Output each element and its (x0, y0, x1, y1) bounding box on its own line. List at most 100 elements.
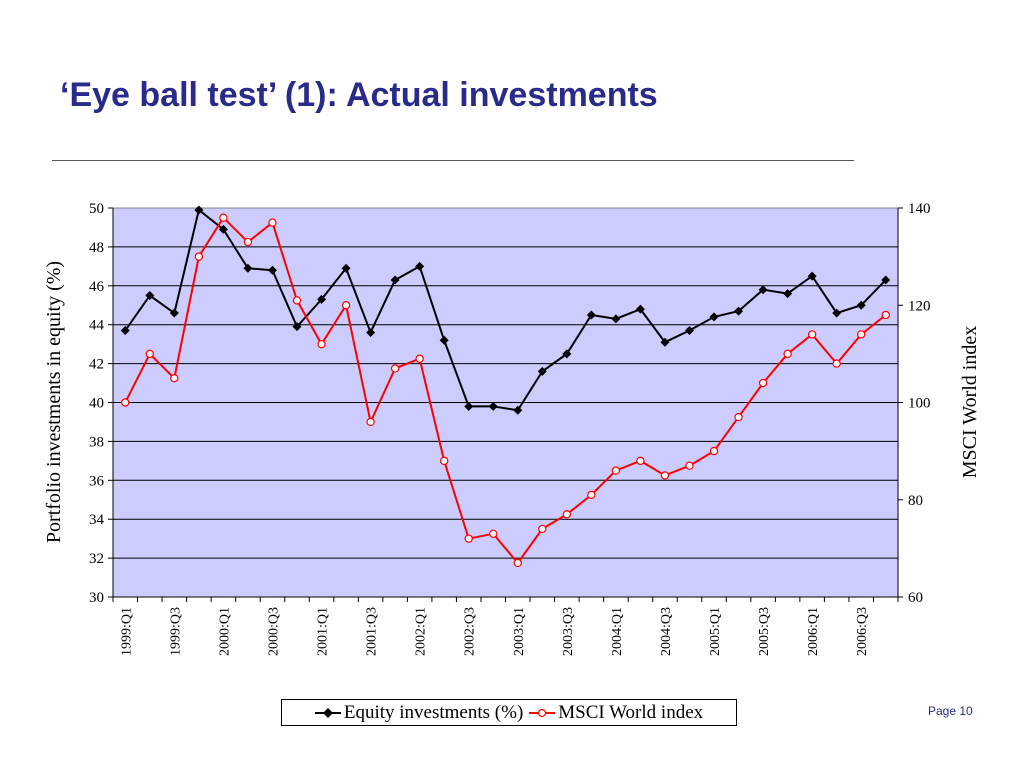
x-axis-ticks: 1999:Q1 1999:Q3 2000:Q1 2000:Q3 2001:Q1 2001:… (112, 597, 899, 656)
data-point (366, 417, 375, 427)
x-tick-label: 2004:Q3 (659, 607, 674, 656)
data-point (218, 224, 228, 234)
x-tick-label: 2003:Q3 (561, 607, 576, 656)
data-point (587, 490, 596, 500)
data-point (170, 373, 179, 383)
x-tick-label: 2002:Q3 (463, 607, 478, 656)
y-right-tick-label: 120 (908, 298, 931, 314)
x-tick-label: 2006:Q1 (806, 607, 821, 656)
page-number: Page 10 (928, 704, 973, 718)
data-point (832, 359, 841, 368)
data-point (341, 301, 351, 310)
x-tick-label: 2000:Q1 (217, 607, 232, 656)
data-point (439, 335, 449, 345)
data-point (709, 446, 719, 456)
data-point (169, 308, 179, 318)
data-point (341, 263, 351, 273)
data-point (489, 529, 498, 538)
y-left-axis-label: Portfolio investments in equity (%) (43, 261, 65, 543)
y-left-tick-label: 48 (89, 240, 104, 256)
y-left-tick-label: 42 (89, 357, 104, 373)
x-tick-label: 2005:Q3 (757, 607, 772, 656)
series (120, 205, 891, 568)
data-point (881, 275, 891, 285)
y-left-tick-label: 30 (89, 590, 104, 606)
data-point (366, 327, 376, 337)
data-point (194, 252, 204, 261)
data-point (390, 364, 400, 373)
data-point (464, 534, 473, 543)
data-point (292, 322, 302, 332)
y-right-tick-label: 100 (908, 396, 931, 412)
data-point (537, 366, 547, 376)
legend-item-equity: Equity investments (%) (314, 701, 524, 724)
data-point (464, 401, 474, 411)
data-point (635, 304, 645, 314)
data-point (832, 308, 842, 318)
data-point (415, 354, 424, 363)
x-tick-label: 2005:Q1 (708, 607, 723, 656)
legend-item-msci: MSCI World index (529, 702, 703, 724)
data-point (317, 339, 326, 349)
data-point (586, 310, 596, 320)
data-point (758, 378, 768, 388)
y-right-tick-label: 80 (908, 493, 923, 509)
data-point (611, 466, 621, 475)
data-point (538, 524, 547, 534)
gridlines (113, 246, 898, 559)
x-tick-label: 2006:Q3 (855, 607, 870, 656)
data-point (145, 291, 155, 301)
data-point (292, 296, 302, 305)
data-point (513, 558, 522, 568)
x-tick-label: 1999:Q3 (168, 607, 183, 656)
chart-legend: Equity investments (%) MSCI World index (281, 699, 737, 726)
y-right-axis-label: MSCI World index (959, 326, 981, 478)
data-point (145, 349, 154, 359)
data-point (734, 412, 743, 422)
legend-label-equity: Equity investments (%) (343, 701, 524, 723)
data-point (636, 456, 645, 466)
data-point (121, 398, 130, 407)
data-point (268, 218, 277, 227)
y-left-tick-label: 46 (89, 279, 105, 295)
data-point (783, 349, 792, 359)
slide-title: ‘Eye ball test’ (1): Actual investments (60, 76, 658, 114)
data-point (415, 261, 425, 271)
y-left-tick-label: 36 (89, 473, 105, 489)
data-point (562, 349, 572, 359)
data-point (488, 401, 498, 411)
data-point (439, 456, 449, 466)
data-point (317, 294, 327, 304)
x-tick-label: 2000:Q3 (266, 607, 281, 656)
data-point (857, 330, 866, 339)
legend-label-msci: MSCI World index (558, 701, 704, 723)
circle-marker-icon (529, 708, 556, 717)
title-divider (52, 160, 854, 161)
data-point (660, 471, 670, 480)
y-left-tick-label: 34 (89, 512, 105, 528)
data-point (881, 310, 890, 320)
data-point (660, 337, 670, 347)
data-point (734, 306, 744, 316)
data-point (243, 237, 253, 247)
y-left-tick-label: 32 (89, 551, 104, 567)
data-point (267, 265, 277, 275)
x-tick-label: 1999:Q1 (119, 607, 134, 656)
x-tick-label: 2001:Q1 (316, 607, 331, 656)
data-point (807, 330, 817, 339)
right-axis-ticks: 60 80 100 120 140 (898, 201, 931, 606)
data-point (758, 285, 768, 295)
series-line (124, 216, 887, 565)
data-point (243, 263, 253, 273)
x-tick-label: 2001:Q3 (365, 607, 380, 656)
data-point (807, 271, 817, 281)
data-point (611, 314, 621, 324)
data-point (783, 289, 793, 299)
y-left-tick-label: 38 (89, 434, 104, 450)
x-tick-label: 2002:Q1 (414, 607, 429, 656)
y-right-tick-label: 60 (908, 590, 923, 606)
data-point (685, 461, 694, 470)
data-point (709, 312, 719, 322)
data-point (684, 326, 694, 336)
left-axis-ticks: 30 32 34 36 38 40 42 44 46 48 50 (89, 201, 113, 606)
